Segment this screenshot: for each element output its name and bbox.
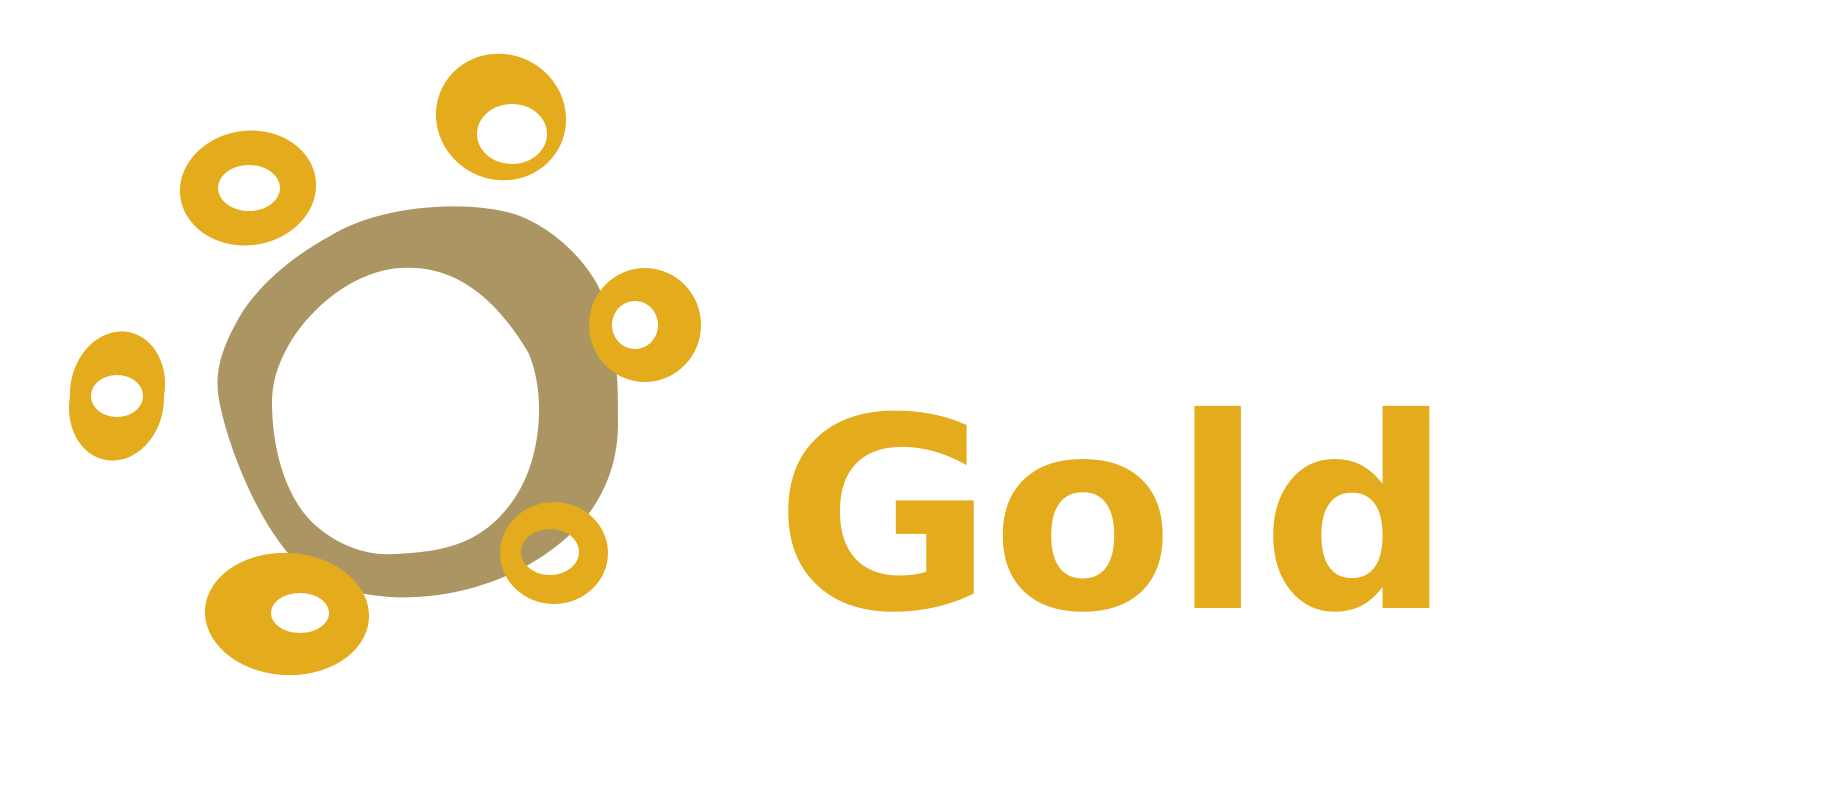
nugget-top-left: [179, 130, 317, 246]
nugget-bottom: [204, 552, 370, 676]
brand-wordmark: Gold: [775, 361, 1452, 671]
gold-nugget-ring-icon: [68, 53, 701, 676]
nugget-top: [435, 53, 567, 181]
nugget-bottom-right: [500, 502, 608, 604]
central-ring: [217, 206, 619, 598]
nugget-left: [68, 331, 166, 461]
nugget-right: [589, 268, 701, 382]
